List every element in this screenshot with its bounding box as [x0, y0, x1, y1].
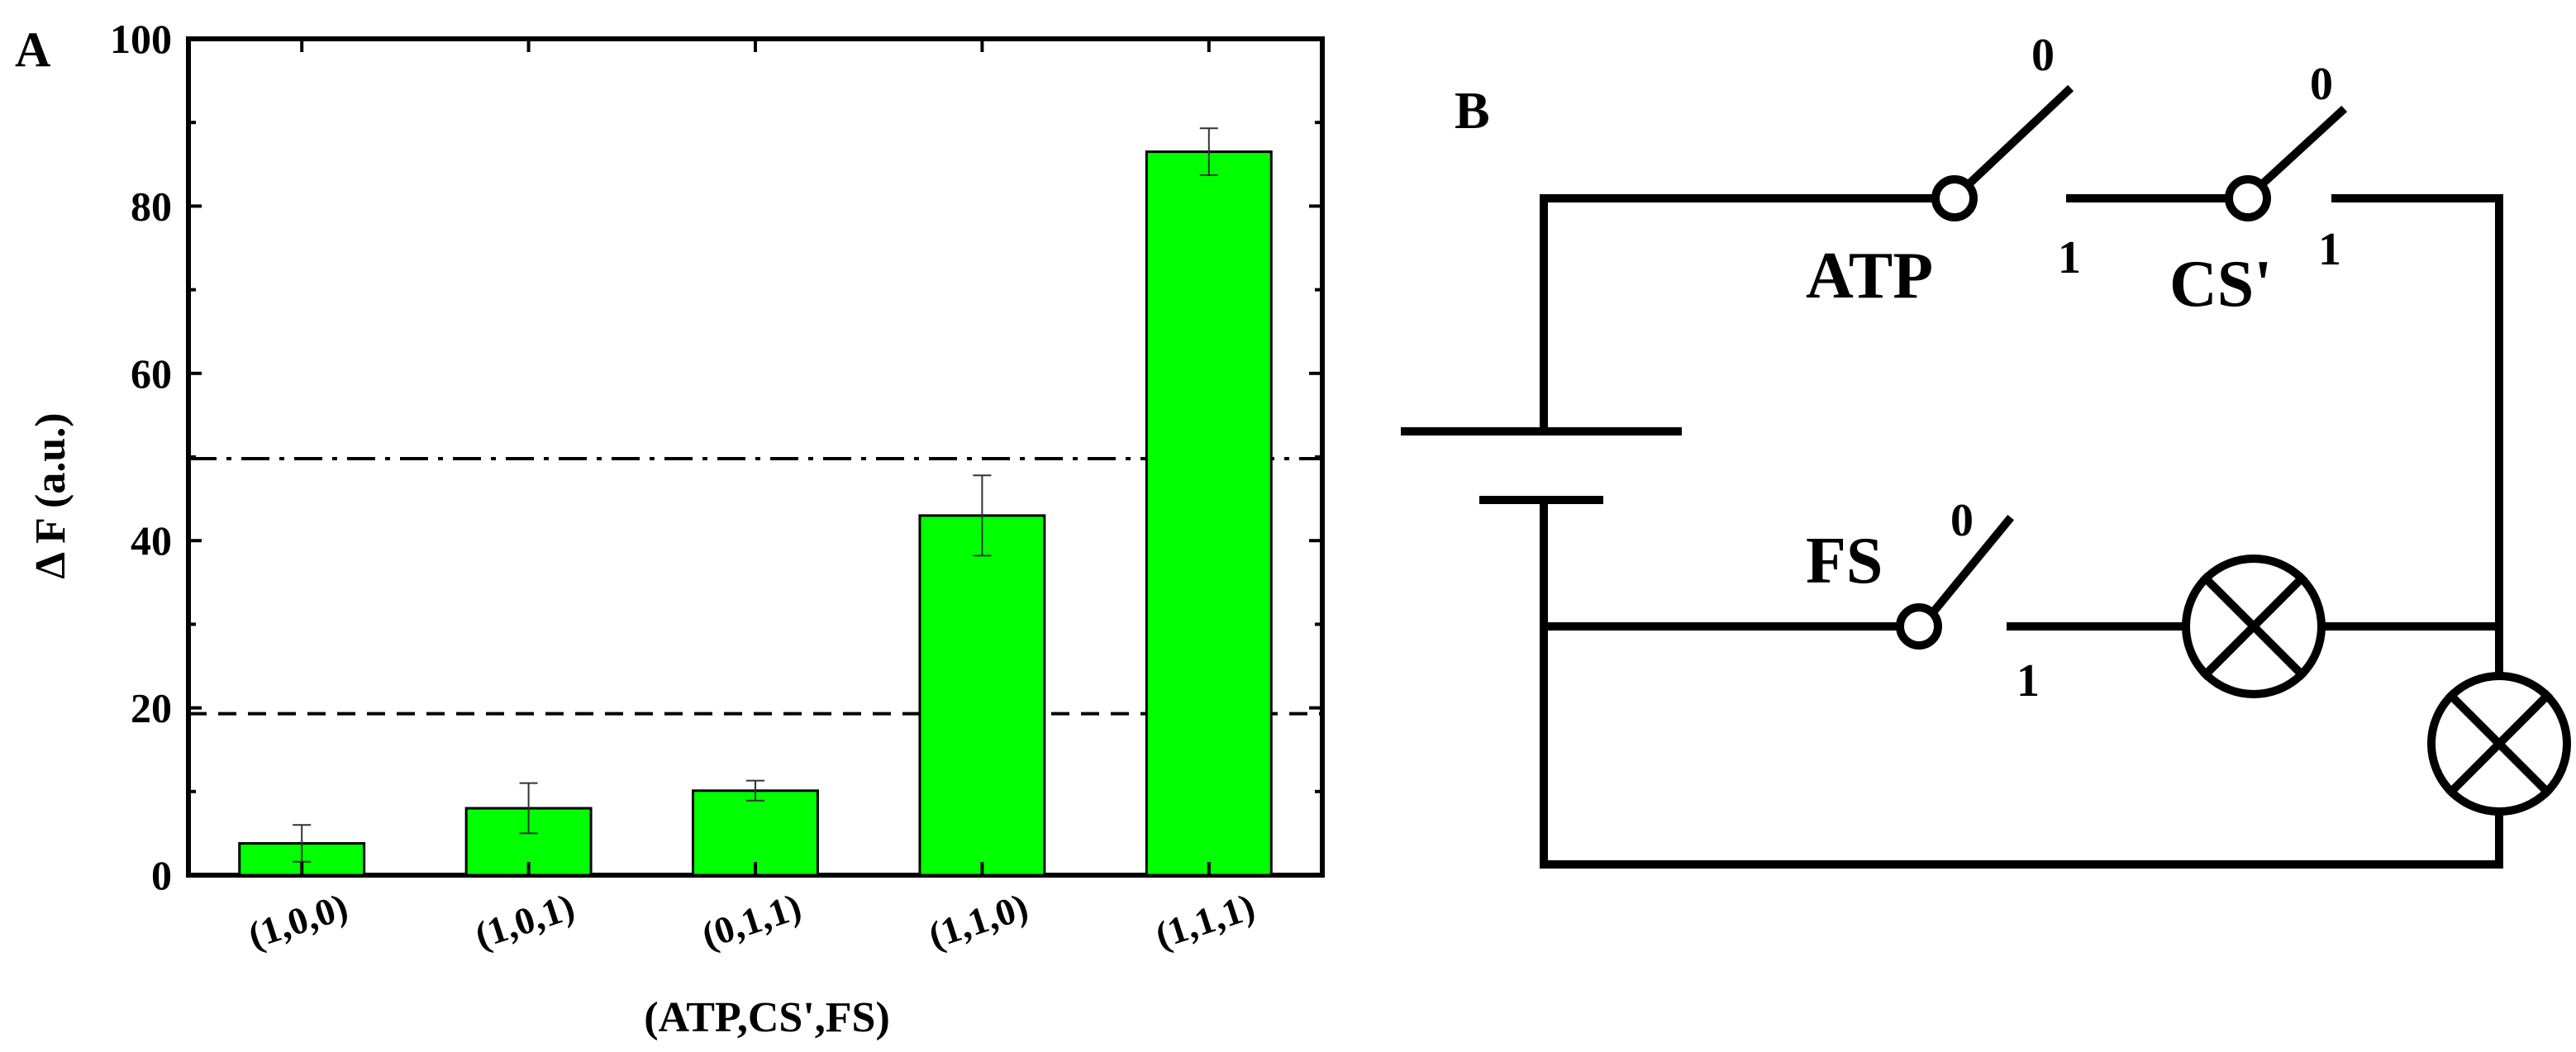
x-axis-label: (ATP,CS',FS) [644, 994, 890, 1041]
lamp-icon [2182, 555, 2326, 698]
x-tick-label: (1,0,1) [470, 885, 579, 956]
cs-state-0: 0 [2310, 59, 2333, 110]
fs-state-0: 0 [1950, 495, 1974, 546]
fs-switch-label: FS [1806, 525, 1883, 597]
bar [692, 789, 819, 877]
circuit-diagram [1401, 84, 2571, 869]
y-tick-label: 80 [131, 183, 172, 229]
x-tick-label: (1,0,0) [243, 885, 352, 956]
atp-switch-label: ATP [1806, 240, 1933, 312]
y-axis-label: Δ F (a.u.) [27, 412, 74, 578]
bar [918, 514, 1046, 877]
fs-state-1: 1 [2017, 655, 2040, 707]
atp-state-0: 0 [2031, 30, 2055, 81]
threshold-lines [188, 457, 1322, 716]
panel-b-label: B [1455, 81, 1490, 140]
atp-switch [1931, 84, 2074, 221]
y-tick-label: 20 [131, 685, 172, 731]
cs-switch-label: CS' [2169, 248, 2273, 321]
cs-state-1: 1 [2318, 224, 2341, 275]
bars [238, 150, 1273, 877]
y-tick-label: 0 [151, 852, 172, 898]
x-tick-label: (1,1,0) [923, 885, 1032, 956]
y-axis: 0 20 40 60 80 100 [110, 16, 1322, 898]
atp-state-1: 1 [2058, 232, 2081, 283]
error-bars [293, 127, 1218, 863]
y-tick-label: 40 [131, 517, 172, 564]
cs-switch [2225, 105, 2348, 221]
battery-icon [1401, 427, 1682, 504]
panel-a-label: A [15, 22, 50, 77]
fs-switch [1896, 514, 2015, 650]
y-tick-label: 60 [131, 350, 172, 397]
x-tick-label: (1,1,1) [1150, 885, 1259, 956]
bar [1145, 150, 1273, 877]
y-tick-label: 100 [110, 16, 172, 62]
bar-chart: 0 20 40 60 80 100 (1,0,0) (1,0,1) (0,1,1) (1,1,0… [27, 16, 1325, 1041]
x-tick-label: (0,1,1) [697, 885, 806, 956]
lamp-icon [2427, 672, 2571, 816]
